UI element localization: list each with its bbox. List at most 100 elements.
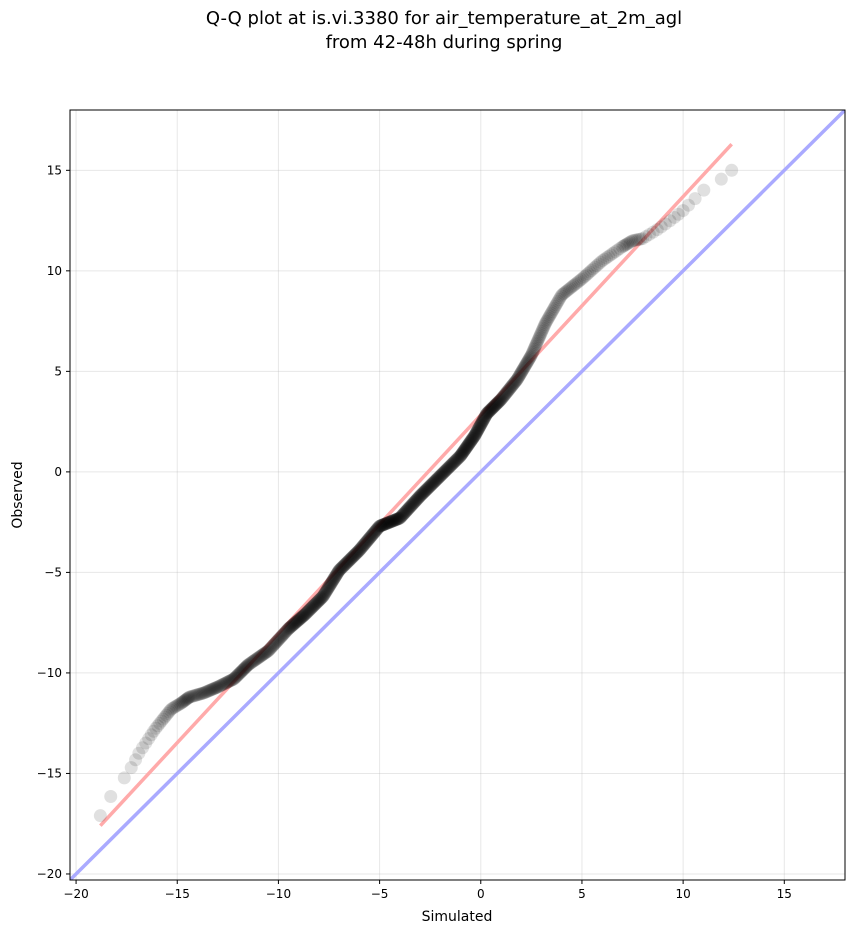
quantile-point	[469, 427, 483, 441]
quantile-point	[392, 511, 406, 525]
quantile-point	[590, 259, 604, 273]
quantile-point	[322, 580, 336, 594]
quantile-point	[377, 517, 391, 531]
quantile-point	[632, 232, 646, 246]
quantile-point	[508, 375, 522, 389]
quantile-point	[290, 615, 304, 629]
quantile-point	[551, 294, 565, 308]
quantile-point	[376, 518, 390, 532]
quantile-point	[334, 561, 348, 575]
quantile-point	[545, 305, 559, 319]
quantile-point	[390, 512, 404, 526]
quantile-point	[608, 245, 622, 259]
quantile-point	[328, 570, 342, 584]
quantile-point	[288, 616, 302, 630]
quantile-point	[342, 554, 356, 568]
quantile-point	[350, 545, 364, 559]
quantile-point	[166, 701, 180, 715]
fit-line	[99, 142, 733, 827]
quantile-point	[340, 555, 354, 569]
quantile-point	[195, 687, 209, 701]
quantile-point	[468, 428, 482, 442]
quantile-point	[393, 511, 407, 525]
quantile-point	[564, 281, 578, 295]
quantile-point	[172, 698, 186, 712]
quantile-point	[462, 437, 476, 451]
quantile-point	[388, 513, 402, 527]
quantile-point	[251, 651, 265, 665]
quantile-point	[333, 563, 347, 577]
quantile-point	[312, 593, 326, 607]
quantile-point	[425, 477, 439, 491]
quantile-point	[436, 466, 450, 480]
quantile-point	[477, 411, 491, 425]
quantile-point	[385, 514, 399, 528]
quantile-point	[475, 415, 489, 429]
quantile-point	[286, 618, 300, 632]
x-axis-label: Simulated	[422, 909, 493, 925]
quantile-point	[254, 649, 268, 663]
quantile-point	[189, 688, 203, 702]
quantile-point	[547, 301, 561, 315]
quantile-point	[236, 662, 250, 676]
quantile-point	[332, 563, 346, 577]
quantile-point	[623, 235, 637, 249]
quantile-point	[168, 700, 182, 714]
quantile-point	[552, 293, 566, 307]
quantile-point	[266, 639, 280, 653]
quantile-point	[215, 678, 229, 692]
quantile-point	[247, 654, 261, 668]
quantile-point	[618, 238, 632, 252]
quantile-point	[431, 471, 445, 485]
quantile-point	[365, 528, 379, 542]
quantile-point	[574, 272, 588, 286]
quantile-point	[533, 328, 547, 342]
quantile-point	[218, 676, 232, 690]
quantile-point	[544, 306, 558, 320]
quantile-point	[344, 551, 358, 565]
quantile-point	[354, 541, 368, 555]
quantile-point	[339, 557, 353, 571]
quantile-point	[234, 665, 248, 679]
quantile-point	[404, 499, 418, 513]
quantile-point	[436, 466, 450, 480]
quantile-point	[406, 497, 420, 511]
quantile-point	[173, 697, 187, 711]
quantile-point	[302, 603, 316, 617]
quantile-point	[463, 436, 477, 450]
quantile-point	[394, 510, 408, 524]
quantile-point	[309, 597, 323, 611]
quantile-point	[549, 298, 563, 312]
quantile-point	[506, 377, 520, 391]
quantile-point	[460, 440, 474, 454]
quantile-point	[469, 426, 483, 440]
quantile-point	[468, 429, 482, 443]
quantile-point	[512, 369, 526, 383]
quantile-point	[401, 502, 415, 516]
x-tick-label: 5	[578, 887, 586, 901]
quantile-point	[571, 275, 585, 289]
quantile-point	[459, 440, 473, 454]
quantile-point	[405, 498, 419, 512]
quantile-point	[162, 705, 176, 719]
quantile-point	[337, 559, 351, 573]
quantile-point	[389, 513, 403, 527]
quantile-point	[297, 608, 311, 622]
quantile-point	[366, 526, 380, 540]
quantile-point	[306, 600, 320, 614]
quantile-point	[380, 516, 394, 530]
quantile-point	[507, 376, 521, 390]
quantile-point	[639, 230, 653, 244]
quantile-point	[323, 578, 337, 592]
quantile-point	[495, 392, 509, 406]
quantile-point	[360, 534, 374, 548]
quantile-point	[329, 568, 343, 582]
quantile-point	[370, 522, 384, 536]
quantile-point	[280, 623, 294, 637]
quantile-point	[277, 627, 291, 641]
quantile-point	[411, 491, 425, 505]
quantile-point	[504, 380, 518, 394]
x-tick-label: 0	[477, 887, 485, 901]
quantile-point	[253, 649, 267, 663]
quantile-point	[369, 524, 383, 538]
